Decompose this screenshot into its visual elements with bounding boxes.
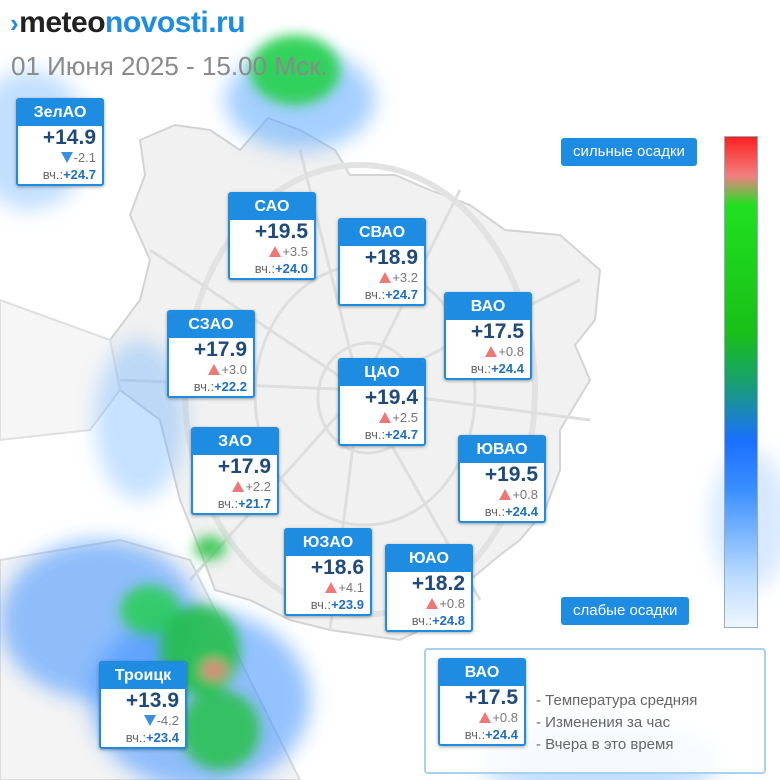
yesterday-prefix: вч.: [193, 379, 215, 394]
district-card-vao[interactable]: ВАО +17.5 +0.8 вч.:+24.4 [444, 292, 532, 380]
district-temperature: +17.5 [464, 686, 518, 709]
district-temperature: +17.9 [193, 338, 247, 361]
weak-precipitation-label: слабые осадки [561, 597, 690, 625]
district-temperature: +13.9 [125, 689, 179, 712]
yesterday-prefix: вч.: [364, 427, 386, 442]
district-temperature: +18.2 [411, 572, 465, 595]
district-yesterday: +24.4 [485, 727, 518, 742]
yesterday-prefix: вч.: [470, 361, 492, 376]
legend-box: ВАО +17.5 +0.8 вч.:+24.4 - Температура с… [424, 648, 766, 774]
district-name: ЦАО [340, 360, 424, 386]
district-yesterday: +24.7 [385, 427, 418, 442]
district-name: ЮАО [387, 546, 471, 572]
district-temperature: +18.9 [364, 246, 418, 269]
district-temperature: +17.9 [217, 455, 271, 478]
district-yesterday: +24.4 [505, 504, 538, 519]
district-temperature: +14.9 [42, 126, 96, 149]
yesterday-prefix: вч.: [217, 496, 239, 511]
district-card-yuvao[interactable]: ЮВАО +19.5 +0.8 вч.:+24.4 [458, 435, 546, 523]
legend-sample-card: ВАО +17.5 +0.8 вч.:+24.4 [438, 658, 526, 746]
trend-up-icon [232, 481, 245, 492]
district-temperature: +19.4 [364, 386, 418, 409]
district-yesterday: +21.7 [238, 496, 271, 511]
district-yesterday: +23.4 [146, 730, 179, 745]
district-name: ВАО [440, 660, 524, 686]
trend-down-icon [60, 152, 73, 163]
trend-up-icon [479, 712, 492, 723]
precipitation-scale-bar [724, 136, 758, 628]
district-name: ЗАО [193, 429, 277, 455]
district-temperature: +18.6 [310, 556, 364, 579]
trend-up-icon [379, 412, 392, 423]
district-yesterday: +24.8 [432, 613, 465, 628]
district-temperature: +19.5 [254, 220, 308, 243]
district-name: ВАО [446, 294, 530, 320]
district-yesterday: +24.7 [63, 167, 96, 182]
legend-line-average: - Температура средняя [536, 692, 698, 709]
strong-precipitation-label: сильные осадки [561, 138, 697, 166]
district-change: +4.1 [338, 580, 364, 595]
trend-up-icon [269, 246, 282, 257]
yesterday-prefix: вч.: [411, 613, 433, 628]
district-temperature: +17.5 [470, 320, 524, 343]
district-yesterday: +24.0 [275, 261, 308, 276]
district-name: СЗАО [169, 312, 253, 338]
trend-up-icon [426, 598, 439, 609]
district-card-zelao[interactable]: ЗелАО +14.9 -2.1 вч.:+24.7 [16, 98, 104, 186]
district-name: СВАО [340, 220, 424, 246]
legend-line-yesterday: - Вчера в это время [536, 736, 674, 753]
trend-up-icon [208, 364, 221, 375]
district-change: -4.2 [156, 713, 179, 728]
page-subtitle: 01 Июня 2025 - 15.00 Мск. [11, 51, 328, 81]
district-card-sao[interactable]: САО +19.5 +3.5 вч.:+24.0 [228, 192, 316, 280]
district-name: ЮВАО [460, 437, 544, 463]
trend-up-icon [499, 489, 512, 500]
district-name: ЮЗАО [286, 530, 370, 556]
yesterday-prefix: вч.: [125, 730, 147, 745]
district-change: +0.8 [498, 344, 524, 359]
district-change: -2.1 [73, 150, 96, 165]
district-card-szao[interactable]: СЗАО +17.9 +3.0 вч.:+22.2 [167, 310, 255, 398]
yesterday-prefix: вч.: [484, 504, 506, 519]
yesterday-prefix: вч.: [464, 727, 486, 742]
district-card-troitsk[interactable]: Троицк +13.9 -4.2 вч.:+23.4 [99, 661, 187, 749]
site-logo[interactable]: ›meteonovosti.ru [10, 6, 246, 40]
logo-accent-text: novosti.ru [105, 6, 246, 39]
yesterday-prefix: вч.: [42, 167, 64, 182]
district-name: ЗелАО [18, 100, 102, 126]
yesterday-prefix: вч.: [310, 597, 332, 612]
district-card-tsao[interactable]: ЦАО +19.4 +2.5 вч.:+24.7 [338, 358, 426, 446]
district-card-svao[interactable]: СВАО +18.9 +3.2 вч.:+24.7 [338, 218, 426, 306]
yesterday-prefix: вч.: [254, 261, 276, 276]
district-yesterday: +24.4 [491, 361, 524, 376]
trend-up-icon [325, 582, 338, 593]
legend-line-hourly-change: - Изменения за час [536, 714, 671, 731]
district-change: +2.2 [245, 479, 271, 494]
district-name: Троицк [101, 663, 185, 689]
district-yesterday: +22.2 [214, 379, 247, 394]
district-yesterday: +24.7 [385, 287, 418, 302]
district-temperature: +19.5 [484, 463, 538, 486]
district-change: +3.2 [392, 270, 418, 285]
yesterday-prefix: вч.: [364, 287, 386, 302]
district-card-zao[interactable]: ЗАО +17.9 +2.2 вч.:+21.7 [191, 427, 279, 515]
chevron-right-icon: › [10, 8, 19, 38]
district-change: +0.8 [512, 487, 538, 502]
legend-explanations: - Температура средняя - Изменения за час… [536, 690, 697, 756]
trend-up-icon [379, 272, 392, 283]
district-change: +3.5 [282, 244, 308, 259]
district-change: +2.5 [392, 410, 418, 425]
trend-down-icon [143, 715, 156, 726]
district-name: САО [230, 194, 314, 220]
district-change: +0.8 [492, 710, 518, 725]
district-change: +0.8 [439, 596, 465, 611]
district-card-yuao[interactable]: ЮАО +18.2 +0.8 вч.:+24.8 [385, 544, 473, 632]
district-card-yuzao[interactable]: ЮЗАО +18.6 +4.1 вч.:+23.9 [284, 528, 372, 616]
logo-main-text: meteo [19, 6, 106, 39]
trend-up-icon [485, 346, 498, 357]
district-change: +3.0 [221, 362, 247, 377]
district-yesterday: +23.9 [331, 597, 364, 612]
